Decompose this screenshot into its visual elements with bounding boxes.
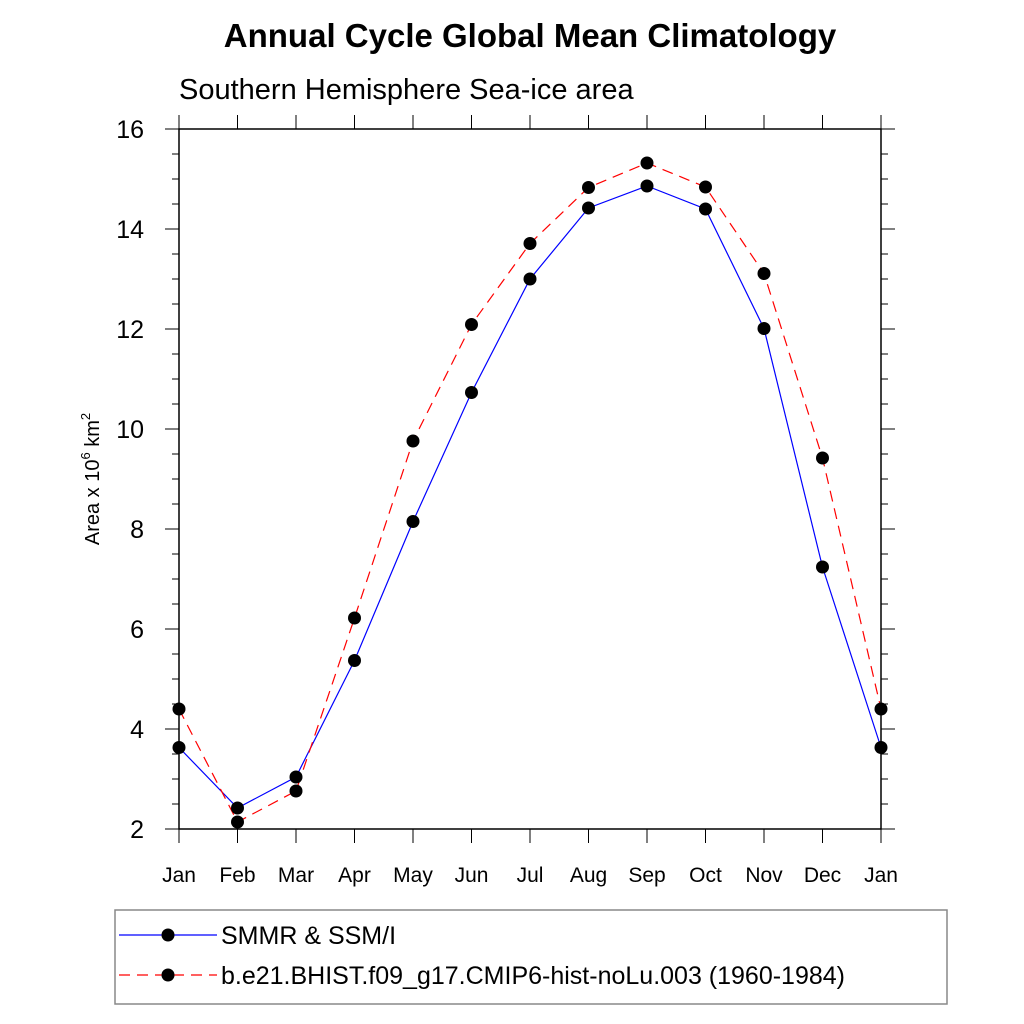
series-0-point [816,560,829,574]
series-0-point [289,770,303,784]
series-1-point [816,451,829,465]
series-0-point [348,654,361,667]
legend-label-smmr: SMMR & SSM/I [221,922,396,950]
series-1-point [465,318,478,331]
legend-marker-smmr [161,928,175,942]
axis-ticks [165,115,895,843]
x-tick-label: Feb [219,864,255,887]
y-tick-label: 14 [116,216,144,244]
y-tick-label: 8 [130,516,144,544]
y-tick-label: 2 [130,816,144,844]
series-1-point [231,815,244,829]
series-1-point [640,156,654,170]
series-0-point [523,272,537,286]
series-line-1 [178,162,882,823]
series-0-point [874,741,888,754]
y-tick-label: 6 [130,616,144,644]
x-tick-label: Sep [628,864,665,887]
legend-box [114,909,948,1005]
series-1-point [172,702,186,716]
legend-label-model: b.e21.BHIST.f09_g17.CMIP6-hist-noLu.003 … [221,962,845,990]
legend-marker-model [161,968,175,982]
series-0-point [640,179,654,193]
x-tick-labels: Jan Feb Mar Apr May Jun Jul Aug Sep Oct Nov Dec Jan [162,864,898,887]
y-tick-label: 12 [116,316,144,344]
series-0-point [231,801,244,815]
x-tick-label: Jan [864,864,898,887]
legend: SMMR & SSM/I b.e21.BHIST.f09_g17.CMIP6-h… [114,909,948,1005]
y-tick-label: 16 [116,116,144,144]
series-layer [172,156,888,829]
series-0-point [465,386,478,399]
series-1-point [523,237,537,250]
series-1-point [406,434,420,448]
series-1-point [757,267,771,280]
x-tick-label: Jul [517,864,544,887]
x-tick-label: Nov [745,864,783,887]
plot-frame [178,128,882,830]
y-axis-label: Area x 106 km2 [78,413,104,545]
y-tick-label: 10 [116,416,144,444]
series-1-point [582,181,595,194]
series-1-point [348,611,361,625]
x-tick-label: Jun [455,864,489,887]
x-tick-label: Mar [278,864,314,887]
y-tick-label: 4 [130,716,144,744]
x-tick-label: May [393,864,433,887]
x-tick-label: Oct [689,864,722,887]
series-0-point [757,322,771,335]
series-1-point [289,784,303,798]
series-0-point [699,202,712,216]
series-1-point [699,180,712,194]
x-tick-label: Jan [162,864,196,887]
chart-title: Annual Cycle Global Mean Climatology [224,17,837,54]
y-tick-labels: 2 4 6 8 10 12 14 16 [116,116,144,844]
series-0-point [172,741,186,754]
x-tick-label: Apr [338,864,371,887]
x-tick-label: Dec [804,864,841,887]
chart-subtitle: Southern Hemisphere Sea-ice area [179,74,634,106]
series-1-point [874,702,888,716]
x-tick-label: Aug [570,864,607,887]
series-0-point [582,201,595,215]
series-0-point [406,515,420,528]
